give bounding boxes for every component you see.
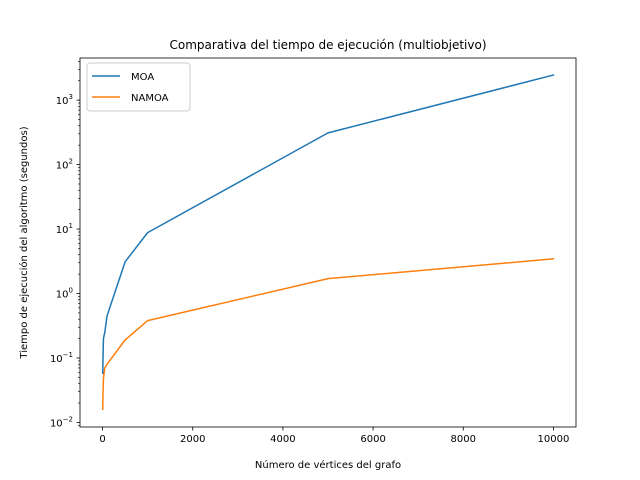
y-tick-label: 10−1 (50, 351, 73, 365)
chart-legend: MOA NAMOA (86, 62, 191, 112)
series-line-moa (102, 74, 555, 374)
x-axis-ticks: 0 2000 4000 6000 8000 10000 (99, 427, 569, 445)
x-tick-label: 2000 (180, 434, 205, 445)
y-tick-label: 100 (56, 287, 73, 301)
x-tick-label: 8000 (451, 434, 476, 445)
legend-items: MOA NAMOA (92, 72, 169, 104)
legend-box (86, 62, 191, 112)
y-axis-ticks: 10−2 10−1 100 101 102 103 (50, 60, 80, 429)
y-tick-label: 101 (56, 222, 73, 236)
x-tick-label: 10000 (538, 434, 570, 445)
chart-title: Comparativa del tiempo de ejecución (mul… (169, 38, 486, 52)
x-axis-label: Número de vértices del grafo (255, 459, 401, 471)
y-tick-label: 103 (56, 93, 73, 107)
plot-area (79, 57, 577, 428)
x-tick-label: 0 (99, 434, 105, 445)
legend-label-moa: MOA (131, 72, 154, 83)
y-axis-label: Tiempo de ejecución del algoritmo (segun… (18, 126, 30, 359)
y-tick-label: 10−2 (50, 415, 73, 429)
series-line-namoa (102, 258, 555, 411)
series-layer (102, 74, 555, 411)
x-tick-label: 4000 (270, 434, 295, 445)
x-tick-label: 6000 (360, 434, 385, 445)
y-tick-label: 102 (56, 158, 73, 172)
axes-frame (79, 57, 577, 428)
legend-label-namoa: NAMOA (131, 93, 169, 104)
